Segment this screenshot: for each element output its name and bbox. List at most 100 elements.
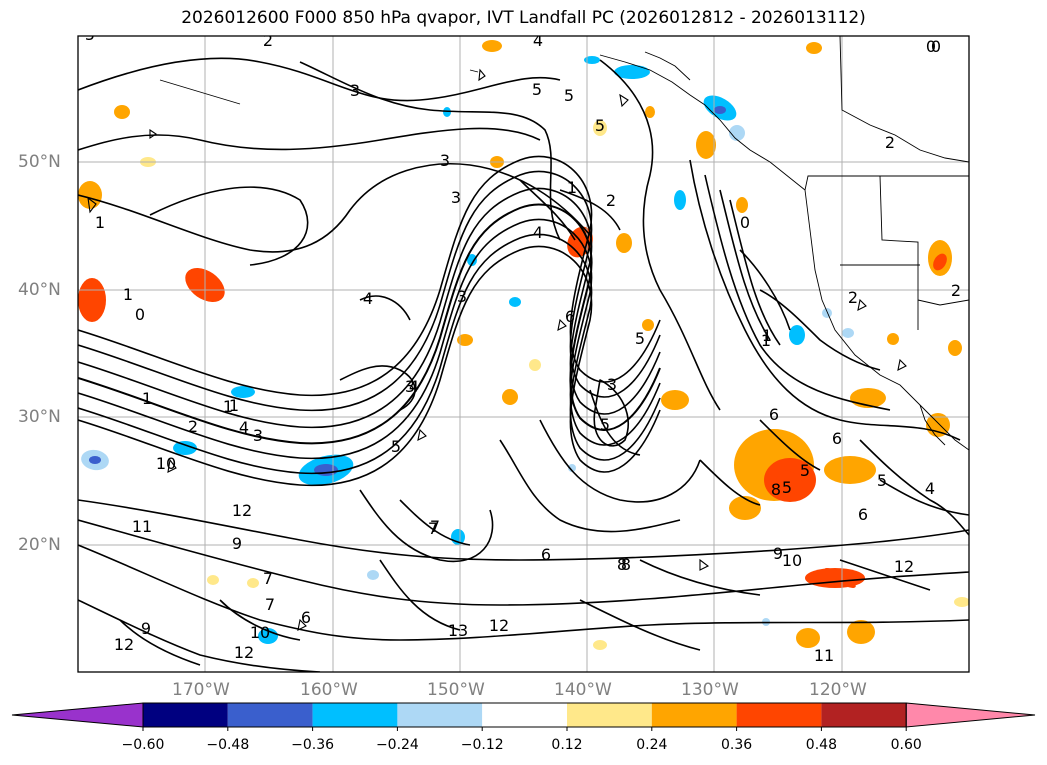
- contour-label: 7: [430, 517, 440, 536]
- contour-label: 3: [607, 375, 617, 394]
- colorbar-segment: [143, 703, 228, 727]
- lon-label: 140°W: [554, 680, 612, 700]
- contour-label: 9: [141, 619, 151, 638]
- colorbar-tick-label: −0.48: [206, 737, 250, 753]
- contour-label: 8: [617, 555, 627, 574]
- lat-label: 30°N: [18, 407, 61, 427]
- contour-label: 3: [440, 151, 450, 170]
- contour-label: 0: [135, 305, 145, 324]
- map-border: [77, 35, 970, 673]
- lon-label: 150°W: [427, 680, 485, 700]
- colorbar-segment: [821, 703, 907, 727]
- contour-label: 5: [635, 329, 645, 348]
- contour-label: 7: [263, 569, 273, 588]
- lon-label: 160°W: [300, 680, 358, 700]
- contour-label: 9: [232, 534, 242, 553]
- contour-label: 6: [565, 307, 575, 326]
- contour-label: 12: [489, 616, 509, 635]
- lat-label: 50°N: [18, 152, 61, 172]
- contour-label: 0: [931, 37, 941, 56]
- contour-label: 1: [223, 397, 233, 416]
- contour-label: 10: [156, 454, 176, 473]
- colorbar-tick-label: −0.12: [460, 737, 504, 753]
- contour-label: 3: [405, 377, 415, 396]
- contour-label: 4: [409, 377, 419, 396]
- lon-label: 170°W: [172, 680, 230, 700]
- lat-label: 40°N: [18, 280, 61, 300]
- contour-label: 8: [621, 555, 631, 574]
- contour-label: 3: [451, 188, 461, 207]
- contour-label: 0: [926, 37, 936, 56]
- contour-label: 5: [532, 80, 542, 99]
- contour-label: 6: [858, 505, 868, 524]
- contour-label: 2: [263, 31, 273, 50]
- colorbar-segment: [397, 703, 483, 727]
- contour-label: 4: [533, 223, 543, 242]
- contour-label: 0: [740, 213, 750, 232]
- colorbar-tick-label: −0.24: [375, 737, 419, 753]
- contour-label: 1: [567, 178, 577, 197]
- contour-label: 2: [951, 281, 961, 300]
- contour-label: 1: [95, 213, 105, 232]
- contour-label: 4: [363, 289, 373, 308]
- colorbar-tick-label: 0.60: [890, 737, 922, 753]
- colorbar-segment: [567, 703, 652, 727]
- lat-label: 20°N: [18, 535, 61, 555]
- colorbar-segment: [227, 703, 313, 727]
- colorbar-extend-low: [11, 702, 144, 728]
- contour-label: 5: [800, 461, 810, 480]
- contour-label: 4: [533, 31, 543, 50]
- colorbar-tick-label: 0.24: [636, 737, 668, 753]
- contour-label: 10: [250, 623, 270, 642]
- colorbar-tick-label: −0.60: [121, 737, 165, 753]
- contour-label: 1: [229, 396, 239, 415]
- contour-label: 8: [771, 480, 781, 499]
- contour-label: 5: [391, 437, 401, 456]
- contour-label: 5: [595, 116, 605, 135]
- contour-label: 3: [457, 287, 467, 306]
- contour-label: 11: [814, 646, 834, 665]
- contour-label: 7: [265, 595, 275, 614]
- contour-label: 7: [428, 519, 438, 538]
- colorbar-tick-label: 0.36: [721, 737, 753, 753]
- contour-label: 5: [600, 415, 610, 434]
- contour-label: 5: [564, 86, 574, 105]
- contour-label: 1: [761, 331, 771, 350]
- contour-label: 6: [832, 429, 842, 448]
- contour-label: 11: [132, 517, 152, 536]
- contour-label: 2: [885, 133, 895, 152]
- contour-label: 3: [253, 426, 263, 445]
- qvapor-contours: [78, 57, 969, 672]
- contour-label: 3: [350, 81, 360, 100]
- contour-label: 12: [234, 643, 254, 662]
- contour-label: 13: [448, 621, 468, 640]
- contour-label: 5: [85, 25, 95, 44]
- colorbar-extend-high: [905, 702, 1036, 728]
- colorbar-segment: [312, 703, 398, 727]
- contour-label: 9: [773, 544, 783, 563]
- contour-label: 1: [142, 389, 152, 408]
- contour-label: 12: [114, 635, 134, 654]
- contour-label: 12: [894, 557, 914, 576]
- lon-label: 120°W: [809, 680, 867, 700]
- colorbar-tick-label: 0.48: [805, 737, 837, 753]
- contour-label: 5: [782, 478, 792, 497]
- contour-label: 5: [877, 471, 887, 490]
- colorbar-segment: [736, 703, 822, 727]
- colorbar-tick-label: 0.12: [551, 737, 583, 753]
- coastlines: [159, 36, 969, 451]
- lon-label: 130°W: [681, 680, 739, 700]
- contour-label: 6: [769, 405, 779, 424]
- contour-label: 1: [123, 285, 133, 304]
- contour-label: 2: [188, 417, 198, 436]
- contour-label: 10: [782, 551, 802, 570]
- contour-label: 4: [239, 418, 249, 437]
- colorbar-segment: [651, 703, 737, 727]
- contour-label: 6: [541, 545, 551, 564]
- colorbar-tick-label: −0.36: [291, 737, 335, 753]
- map-title: 2026012600 F000 850 hPa qvapor, IVT Land…: [181, 8, 866, 28]
- contour-label: 6: [301, 608, 311, 627]
- anomaly-shading: [78, 40, 969, 650]
